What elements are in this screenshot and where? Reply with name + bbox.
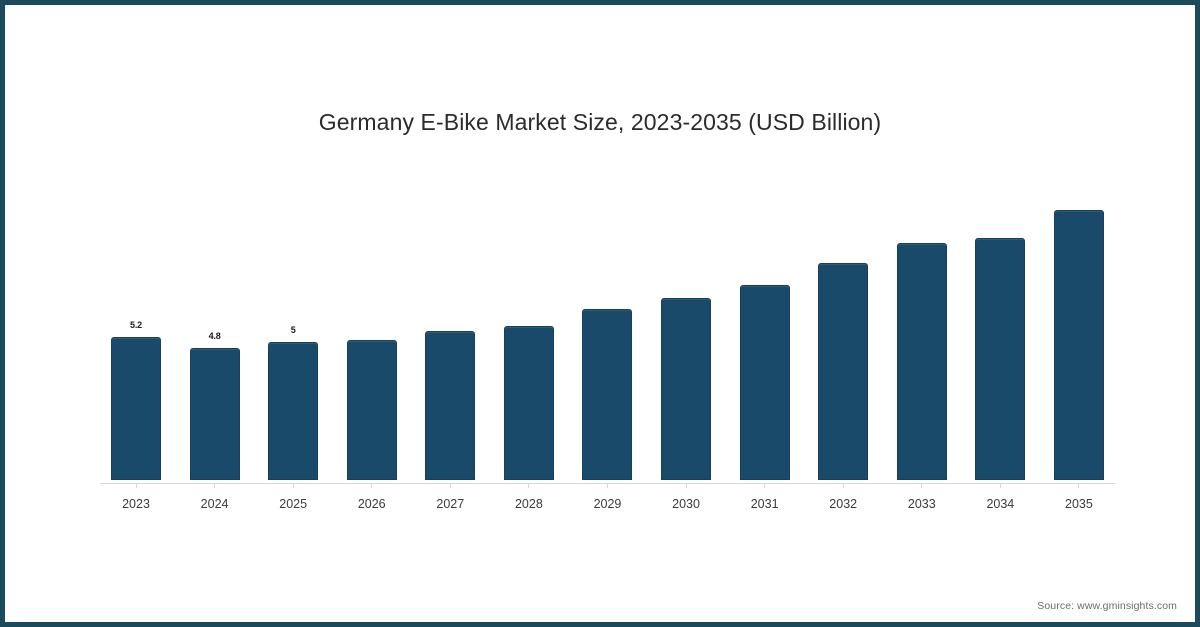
bar-slot[interactable]: [807, 175, 879, 480]
bar[interactable]: [346, 340, 397, 480]
bar[interactable]: [975, 238, 1026, 480]
bar-slot[interactable]: [414, 175, 486, 480]
x-tick: [886, 483, 958, 488]
source-attribution: Source: www.gminsights.com: [1037, 600, 1177, 612]
tick-mark: [371, 483, 373, 488]
bar[interactable]: [661, 298, 712, 480]
x-tick: [100, 483, 172, 488]
x-axis-label: 2035: [1065, 497, 1093, 511]
bar-value-label: 4.8: [208, 331, 221, 341]
tick-mark: [1078, 483, 1080, 488]
bar[interactable]: [896, 243, 947, 480]
bar-slot[interactable]: [336, 175, 408, 480]
bar-slot[interactable]: [493, 175, 565, 480]
x-tick: [414, 483, 486, 488]
x-tick: [179, 483, 251, 488]
x-axis-label: 2034: [986, 497, 1015, 511]
bar-slot[interactable]: [964, 175, 1036, 480]
x-tick: [571, 483, 643, 488]
tick-mark: [764, 483, 766, 488]
tick-mark: [999, 483, 1001, 488]
bar-slot[interactable]: [650, 175, 722, 480]
x-tick: [493, 483, 565, 488]
tick-mark: [528, 483, 530, 488]
x-axis-label: 2025: [279, 497, 308, 511]
bar-slot[interactable]: 5.2: [100, 175, 172, 480]
x-axis-label: 2032: [829, 497, 858, 511]
bar[interactable]: [425, 331, 476, 480]
x-axis-label: 2024: [200, 497, 229, 511]
x-tick: [1043, 483, 1115, 488]
tick-mark: [135, 483, 137, 488]
tick-mark: [449, 483, 451, 488]
bar[interactable]: [111, 337, 161, 480]
tick-mark: [606, 483, 608, 488]
bar-slot[interactable]: [1043, 175, 1115, 480]
bar[interactable]: [503, 326, 554, 480]
bar[interactable]: [739, 285, 790, 480]
bar-slot[interactable]: [729, 175, 801, 480]
x-tick: [336, 483, 408, 488]
bar[interactable]: [268, 342, 319, 480]
tick-mark: [214, 483, 216, 488]
x-axis-ticks: [100, 483, 1115, 488]
x-axis-label: 2031: [750, 497, 779, 511]
bar[interactable]: [818, 263, 869, 480]
bar[interactable]: [582, 309, 633, 480]
x-axis-label: 2026: [357, 497, 386, 511]
bar-slot[interactable]: 5: [257, 175, 329, 480]
x-axis-label: 2023: [122, 497, 150, 511]
x-tick: [257, 483, 329, 488]
bar-value-label: 5.2: [130, 320, 142, 330]
bar-slot[interactable]: [571, 175, 643, 480]
x-axis-labels: 2023 2024 2025 2026 2027 2028 2029 2030 2031 2032…: [100, 497, 1115, 511]
tick-mark: [685, 483, 687, 488]
bar[interactable]: [1053, 210, 1104, 480]
bar-series: 5.2 4.8 5: [100, 175, 1115, 480]
x-tick: [807, 483, 879, 488]
x-axis-label: 2029: [593, 497, 622, 511]
chart-title: Germany E-Bike Market Size, 2023-2035 (U…: [318, 109, 882, 135]
tick-mark: [921, 483, 923, 488]
plot-area: 5.2 4.8 5: [100, 175, 1115, 480]
bar-slot[interactable]: [886, 175, 958, 480]
chart-card: Germany E-Bike Market Size, 2023-2035 (U…: [5, 5, 1195, 622]
bar[interactable]: [189, 348, 240, 480]
x-axis-label: 2027: [436, 497, 465, 511]
bar-value-label: 5: [290, 325, 296, 335]
tick-mark: [842, 483, 844, 488]
x-axis-label: 2033: [907, 497, 936, 511]
x-axis-label: 2030: [672, 497, 700, 511]
x-tick: [964, 483, 1036, 488]
tick-mark: [292, 483, 294, 488]
x-tick: [650, 483, 722, 488]
x-axis-label: 2028: [514, 497, 543, 511]
bar-slot[interactable]: 4.8: [179, 175, 251, 480]
x-tick: [729, 483, 801, 488]
